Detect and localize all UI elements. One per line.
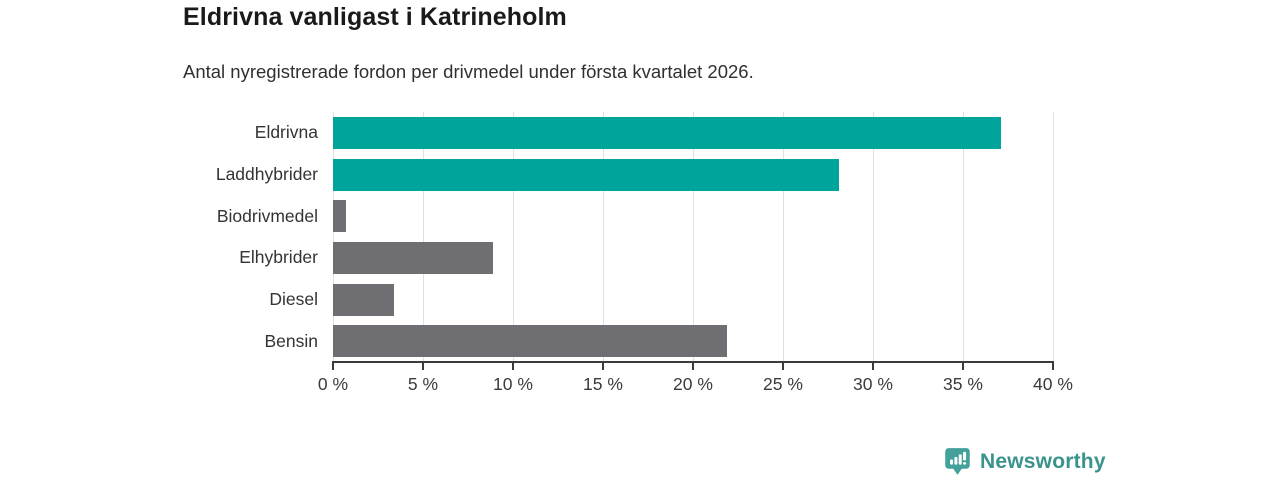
- newsworthy-wordmark: Newsworthy: [980, 449, 1106, 473]
- bar-bensin: [333, 325, 728, 358]
- x-axis-tick: [422, 361, 424, 370]
- chart-subtitle: Antal nyregistrerade fordon per drivmede…: [183, 61, 754, 82]
- category-axis-labels: Eldrivna Laddhybrider Biodrivmedel Elhybrid…: [0, 112, 318, 362]
- gridline: [512, 112, 514, 362]
- newsworthy-chart-pin-icon: [945, 448, 970, 475]
- x-axis-tick-label: 10 %: [493, 374, 533, 394]
- x-axis-tick-label: 15 %: [583, 374, 623, 394]
- bar-elhybrider: [333, 241, 494, 274]
- gridline: [602, 112, 604, 362]
- x-axis-tick: [512, 361, 514, 370]
- category-label: Elhybrider: [239, 247, 318, 268]
- bar-biodrivmedel: [333, 200, 346, 233]
- gridline: [422, 112, 424, 362]
- bar-diesel: [333, 283, 395, 316]
- x-axis-tick: [332, 361, 334, 370]
- x-axis-tick-label: 35 %: [943, 374, 983, 394]
- x-axis-tick: [782, 361, 784, 370]
- x-axis-tick-label: 25 %: [763, 374, 803, 394]
- gridline: [332, 112, 334, 362]
- x-axis-tick-label: 30 %: [853, 374, 893, 394]
- bar-laddhybrider: [333, 158, 839, 191]
- gridline: [692, 112, 694, 362]
- x-axis-tick-label: 0 %: [317, 374, 349, 394]
- newsworthy-branding-link[interactable]: Newsworthy: [944, 447, 1106, 476]
- x-axis-tick-label: 20 %: [673, 374, 713, 394]
- plot-area: 0 % 5 % 10 % 15 % 20 % 25 % 30 % 35 % 40 %: [318, 112, 1073, 394]
- x-axis-tick: [692, 361, 694, 370]
- category-label: Eldrivna: [254, 122, 318, 143]
- category-label: Diesel: [269, 288, 318, 309]
- x-axis-tick: [602, 361, 604, 370]
- x-axis-tick-label: 40 %: [1033, 374, 1073, 394]
- gridline: [962, 112, 964, 362]
- category-label: Laddhybrider: [215, 163, 318, 184]
- gridline: [782, 112, 784, 362]
- category-label: Bensin: [264, 330, 318, 351]
- x-axis-tick: [1052, 361, 1054, 370]
- bar-eldrivna: [333, 116, 1001, 149]
- x-axis-tick: [962, 361, 964, 370]
- x-axis-tick: [872, 361, 874, 370]
- category-label: Biodrivmedel: [216, 205, 318, 226]
- x-axis-tick-label: 5 %: [407, 374, 439, 394]
- chart-title: Eldrivna vanligast i Katrineholm: [183, 3, 567, 31]
- gridline: [1052, 112, 1054, 362]
- gridline: [872, 112, 874, 362]
